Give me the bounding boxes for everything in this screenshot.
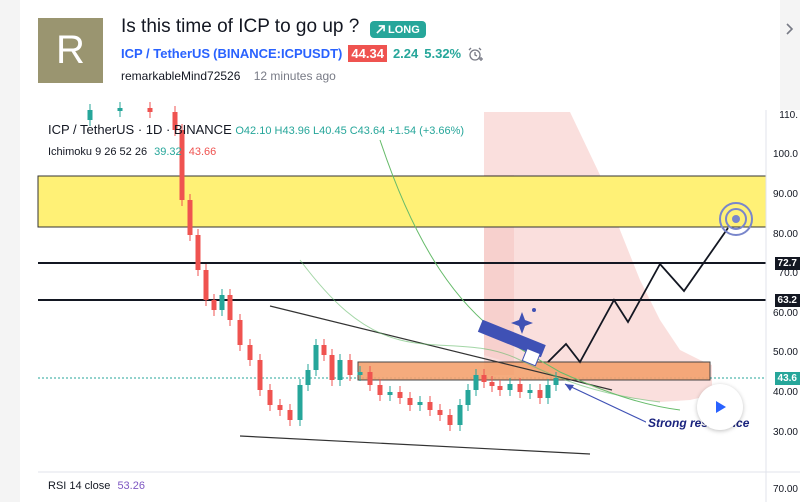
- legend-ohlc: O42.10 H43.96 L40.45 C43.64 +1.54 (+3.66…: [235, 125, 465, 137]
- legend-symbol[interactable]: ICP / TetherUS · 1D · BINANCE: [48, 122, 232, 137]
- alarm-clock-icon[interactable]: [467, 46, 484, 62]
- ichimoku-legend: Ichimoku 9 26 52 26 39.32 43.66: [48, 146, 216, 158]
- axis-tick-label: 90.00: [772, 189, 798, 200]
- level-tag-63: 63.2: [774, 294, 800, 307]
- badge-label: LONG: [388, 23, 420, 36]
- axis-tick-label: 50.00: [772, 347, 798, 358]
- publish-time: 12 minutes ago: [253, 69, 336, 83]
- axis-tick-label: 30.00: [772, 427, 798, 438]
- current-price-tag: 43.6: [774, 372, 800, 385]
- exchange-link[interactable]: (BINANCE:ICPUSDT): [213, 46, 343, 61]
- ichimoku-value-1: 39.32: [154, 146, 182, 158]
- avatar-letter: R: [56, 28, 85, 72]
- ichimoku-label[interactable]: Ichimoku 9 26 52 26: [48, 146, 148, 158]
- play-button[interactable]: [697, 384, 743, 430]
- axis-tick-label: 60.00: [772, 308, 798, 319]
- price-change: 2.24: [392, 46, 419, 61]
- rsi-legend: RSI 14 close 53.26: [48, 480, 145, 492]
- avatar[interactable]: R: [38, 18, 103, 83]
- author-name[interactable]: remarkableMind72526: [121, 69, 241, 83]
- rsi-label[interactable]: RSI 14 close: [48, 480, 111, 492]
- chart-area[interactable]: [38, 110, 800, 502]
- ichimoku-value-2: 43.66: [188, 146, 217, 158]
- play-icon: [716, 401, 726, 413]
- chart-legend: ICP / TetherUS · 1D · BINANCE O42.10 H43…: [48, 122, 464, 137]
- symbol-link[interactable]: ICP / TetherUS: [121, 46, 211, 61]
- long-badge: LONG: [370, 21, 426, 38]
- axis-tick-label: 70.00: [772, 484, 798, 495]
- rsi-value: 53.26: [117, 480, 145, 492]
- level-tag-72: 72.7: [774, 257, 800, 270]
- close-icon[interactable]: [782, 22, 796, 36]
- author-row: remarkableMind72526 12 minutes ago: [121, 69, 336, 83]
- axis-tick-label: 100.0: [772, 149, 798, 160]
- axis-tick-label: 80.00: [772, 229, 798, 240]
- arrow-up-right-icon: [376, 25, 385, 34]
- axis-tick-label: 110.: [779, 110, 798, 121]
- axis-tick-label: 40.00: [772, 387, 798, 398]
- symbol-row: ICP / TetherUS (BINANCE:ICPUSDT) 44.34 2…: [121, 45, 484, 62]
- price-change-percent: 5.32%: [424, 46, 462, 61]
- price-badge: 44.34: [348, 45, 387, 62]
- axis-tick-label: 70.0: [778, 268, 798, 279]
- idea-title[interactable]: Is this time of ICP to go up ?: [121, 16, 360, 37]
